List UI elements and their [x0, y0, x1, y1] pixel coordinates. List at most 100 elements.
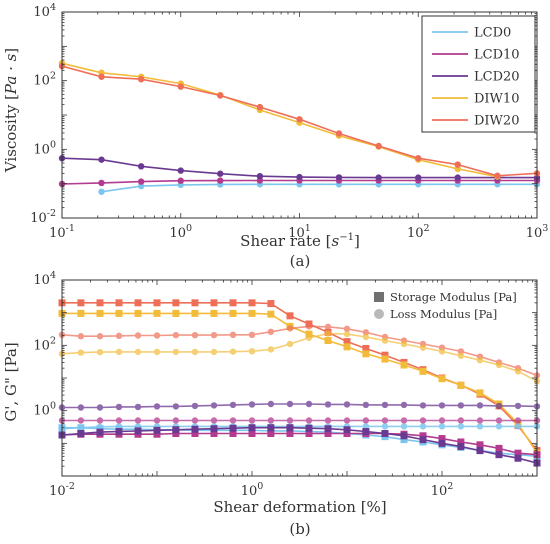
data-point: [115, 332, 123, 340]
data-point: [286, 424, 294, 432]
data-point: [248, 417, 256, 424]
data-point: [419, 436, 427, 444]
x-tick-label: 10-1: [49, 223, 75, 241]
data-point: [362, 350, 370, 358]
data-point: [457, 417, 465, 424]
data-point: [305, 323, 313, 330]
data-point: [248, 309, 256, 317]
data-point: [134, 299, 142, 307]
data-point: [115, 348, 123, 356]
data-point: [305, 334, 313, 342]
data-point: [96, 309, 104, 317]
data-point: [191, 417, 199, 424]
data-point: [229, 309, 237, 317]
data-point: [77, 429, 85, 437]
data-point: [98, 73, 105, 80]
data-point: [343, 417, 351, 424]
data-point: [343, 338, 351, 346]
data-point: [362, 423, 370, 430]
data-point: [335, 130, 343, 137]
panel-a-viscosity: 10-1 100 101 102 103 10-2 100 102 104 Viscosity …: [2, 2, 548, 270]
data-point: [229, 417, 237, 424]
data-point: [415, 155, 422, 162]
data-point: [115, 299, 123, 307]
data-point: [191, 402, 199, 410]
data-point: [153, 332, 161, 339]
series-line-lcd0: [101, 183, 537, 193]
y-tick-label: 10-2: [30, 208, 56, 226]
data-point: [286, 325, 294, 332]
data-point: [343, 330, 351, 338]
data-point: [267, 328, 275, 335]
data-point: [362, 333, 370, 341]
data-point: [134, 403, 142, 411]
data-point: [153, 417, 161, 424]
data-point: [362, 344, 370, 352]
data-point: [324, 429, 332, 437]
panel-a-y-axis-label: Viscosity [Pa · s]: [2, 48, 20, 173]
y-tick-label: 104: [33, 2, 56, 20]
data-point: [438, 348, 446, 355]
data-point: [457, 442, 465, 450]
data-point: [217, 170, 224, 177]
data-point: [115, 428, 123, 436]
data-point: [229, 331, 237, 339]
x-tick-label: 103: [526, 223, 549, 241]
data-point: [77, 349, 85, 356]
legend-label-diw10: DIW10: [474, 92, 519, 107]
data-point: [343, 343, 351, 351]
series-line-diw10: [61, 62, 498, 178]
data-point: [137, 76, 145, 83]
x-tick-label: 102: [407, 223, 430, 241]
data-point: [514, 417, 522, 424]
y-tick-label: 100: [33, 139, 56, 157]
data-point: [229, 401, 237, 409]
data-point: [267, 429, 275, 437]
data-point: [400, 436, 408, 444]
data-point: [476, 447, 484, 455]
panel-a-tick-labels: 10-1 100 101 102 103 10-2 100 102 104: [30, 2, 548, 241]
data-point: [267, 310, 275, 318]
data-point: [362, 417, 370, 424]
data-point: [454, 174, 461, 181]
data-point: [438, 423, 446, 430]
data-point: [77, 424, 85, 432]
data-point: [286, 312, 294, 320]
data-point: [229, 424, 237, 432]
data-point: [96, 299, 104, 307]
data-point: [438, 439, 446, 447]
panel-a-caption: (a): [290, 252, 311, 270]
data-point: [305, 429, 313, 437]
data-point: [419, 344, 427, 351]
data-point: [495, 423, 503, 430]
data-point: [400, 340, 408, 348]
data-point: [115, 309, 123, 317]
data-point: [305, 424, 313, 432]
data-point: [210, 348, 218, 356]
legend-label-storage: Storage Modulus [Pa]: [390, 290, 517, 304]
data-point: [210, 299, 218, 307]
data-point: [267, 300, 275, 308]
x-tick-label: 102: [431, 481, 454, 499]
panel-a-legend-box: [421, 15, 536, 133]
data-point: [229, 429, 237, 437]
data-point: [77, 404, 85, 411]
data-point: [343, 325, 351, 333]
data-point: [229, 299, 237, 307]
data-point: [96, 417, 104, 424]
data-point: [335, 174, 343, 181]
data-point: [400, 423, 408, 430]
data-point: [210, 429, 218, 437]
data-point: [217, 177, 224, 184]
data-point: [400, 401, 408, 409]
data-point: [419, 417, 427, 424]
data-point: [191, 309, 199, 317]
data-point: [419, 432, 427, 440]
data-point: [286, 429, 294, 437]
data-point: [381, 401, 389, 409]
data-point: [457, 402, 465, 409]
panel-a-legend: LCD0 LCD10 LCD20 DIW10 DIW20: [421, 15, 536, 133]
legend-marker-circle: [374, 309, 384, 319]
data-point: [229, 348, 237, 355]
